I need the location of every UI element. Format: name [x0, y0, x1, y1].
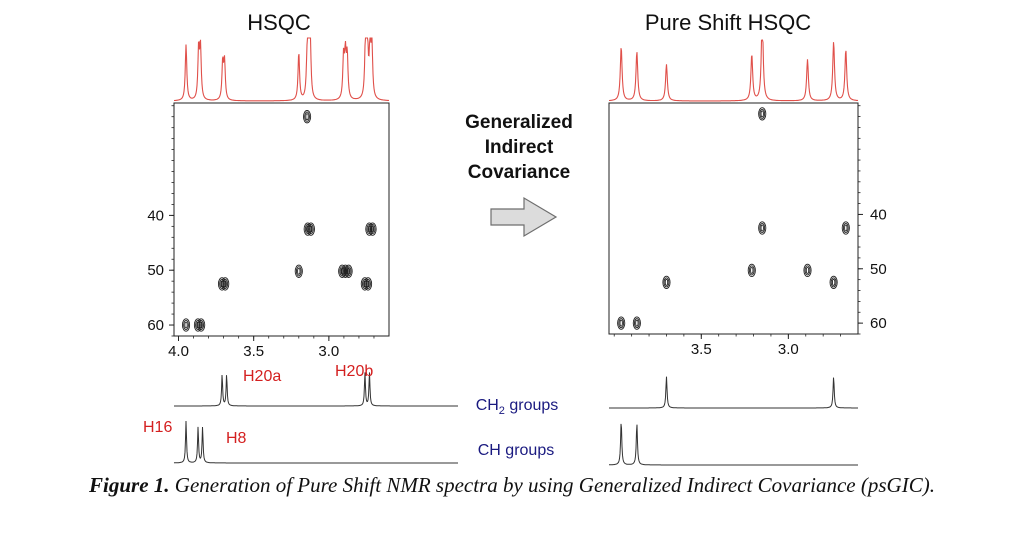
hsqc-cross-peaks	[181, 110, 377, 332]
pure-shift-cross-peak	[758, 221, 767, 235]
hsqc-y-tick-label: 60	[147, 317, 164, 334]
peak-label-h16: H16	[143, 419, 172, 436]
pure-shift-cross-peak	[632, 316, 641, 330]
caption-text: Generation of Pure Shift NMR spectra by …	[169, 473, 935, 497]
hsqc-x-tick-label: 3.5	[243, 343, 264, 360]
peak-label-h20b: H20b	[335, 363, 373, 380]
hsqc-top-projection	[174, 37, 390, 102]
hsqc-x-tick-label: 4.0	[168, 343, 189, 360]
pure-shift-cross-peaks	[617, 107, 850, 330]
pure-shift-cross-peak	[617, 316, 626, 330]
hsqc-cross-peak	[193, 318, 206, 332]
pure-shift-x-axis: 3.5 3.0	[613, 334, 841, 358]
pure-shift-y-axis: 40 50 60	[858, 105, 887, 335]
hsqc-cross-peak	[365, 222, 377, 236]
figure-canvas: HSQC Pure Shift HSQC 4.0 3.5 3.0 40 50 60 H2…	[143, 10, 887, 466]
hsqc-title: HSQC	[247, 10, 311, 35]
hsqc-cross-peak	[360, 277, 373, 291]
hsqc-cross-peak	[217, 277, 230, 291]
hsqc-y-axis: 40 50 60	[147, 105, 174, 337]
hsqc-ch-trace	[173, 420, 458, 464]
ch2-groups-main: CH	[476, 397, 499, 414]
hsqc-y-tick-label: 40	[147, 207, 164, 224]
hsqc-cross-peak	[303, 222, 315, 236]
ch2-groups-label: CH2 groups	[476, 397, 559, 417]
ch2-groups-rest: groups	[505, 397, 558, 414]
hsqc-x-axis: 4.0 3.5 3.0	[168, 336, 375, 360]
peak-label-h20a: H20a	[243, 368, 281, 385]
pure-shift-panel: 3.5 3.0 40 50 60	[608, 39, 887, 466]
arrow-right-icon	[490, 196, 558, 238]
pure-shift-ch-trace	[609, 423, 858, 466]
pure-shift-cross-peak	[758, 107, 767, 121]
pure-shift-cross-peak	[829, 275, 838, 290]
pure-shift-ch2-trace	[609, 376, 858, 409]
hsqc-plot-frame	[173, 102, 390, 337]
hsqc-y-tick-label: 50	[147, 262, 164, 279]
method-line-1: Generalized	[465, 112, 573, 133]
hsqc-cross-peak	[294, 264, 303, 278]
ch-groups-label: CH groups	[478, 442, 554, 459]
pure-shift-x-tick-label: 3.0	[778, 341, 799, 358]
pure-shift-cross-peak	[841, 221, 850, 235]
hsqc-panel: 4.0 3.5 3.0 40 50 60 H20a H20b H16 H8	[143, 37, 458, 464]
method-line-2: Indirect	[485, 137, 554, 158]
figure-caption: Figure 1. Generation of Pure Shift NMR s…	[0, 472, 1024, 499]
hsqc-ch2-trace	[174, 372, 458, 407]
caption-lead: Figure 1.	[89, 473, 170, 497]
hsqc-cross-peak	[338, 264, 353, 278]
pure-shift-plot-frame	[608, 102, 859, 335]
pure-shift-title: Pure Shift HSQC	[645, 10, 811, 35]
pure-shift-cross-peak	[747, 263, 756, 278]
pure-shift-cross-peak	[662, 275, 671, 290]
hsqc-cross-peak	[303, 110, 312, 124]
pure-shift-cross-peak	[803, 263, 812, 278]
peak-label-h8: H8	[226, 430, 247, 447]
method-block: Generalized Indirect Covariance	[465, 112, 573, 238]
pure-shift-y-tick-label: 60	[870, 315, 887, 332]
hsqc-x-tick-label: 3.0	[318, 343, 339, 360]
ch2-groups-sub: 2	[499, 405, 505, 417]
pure-shift-top-projection	[609, 39, 859, 102]
method-line-3: Covariance	[468, 162, 570, 183]
pure-shift-y-tick-label: 40	[870, 206, 887, 223]
pure-shift-x-tick-label: 3.5	[691, 341, 712, 358]
hsqc-cross-peak	[181, 318, 191, 332]
pure-shift-y-tick-label: 50	[870, 261, 887, 278]
